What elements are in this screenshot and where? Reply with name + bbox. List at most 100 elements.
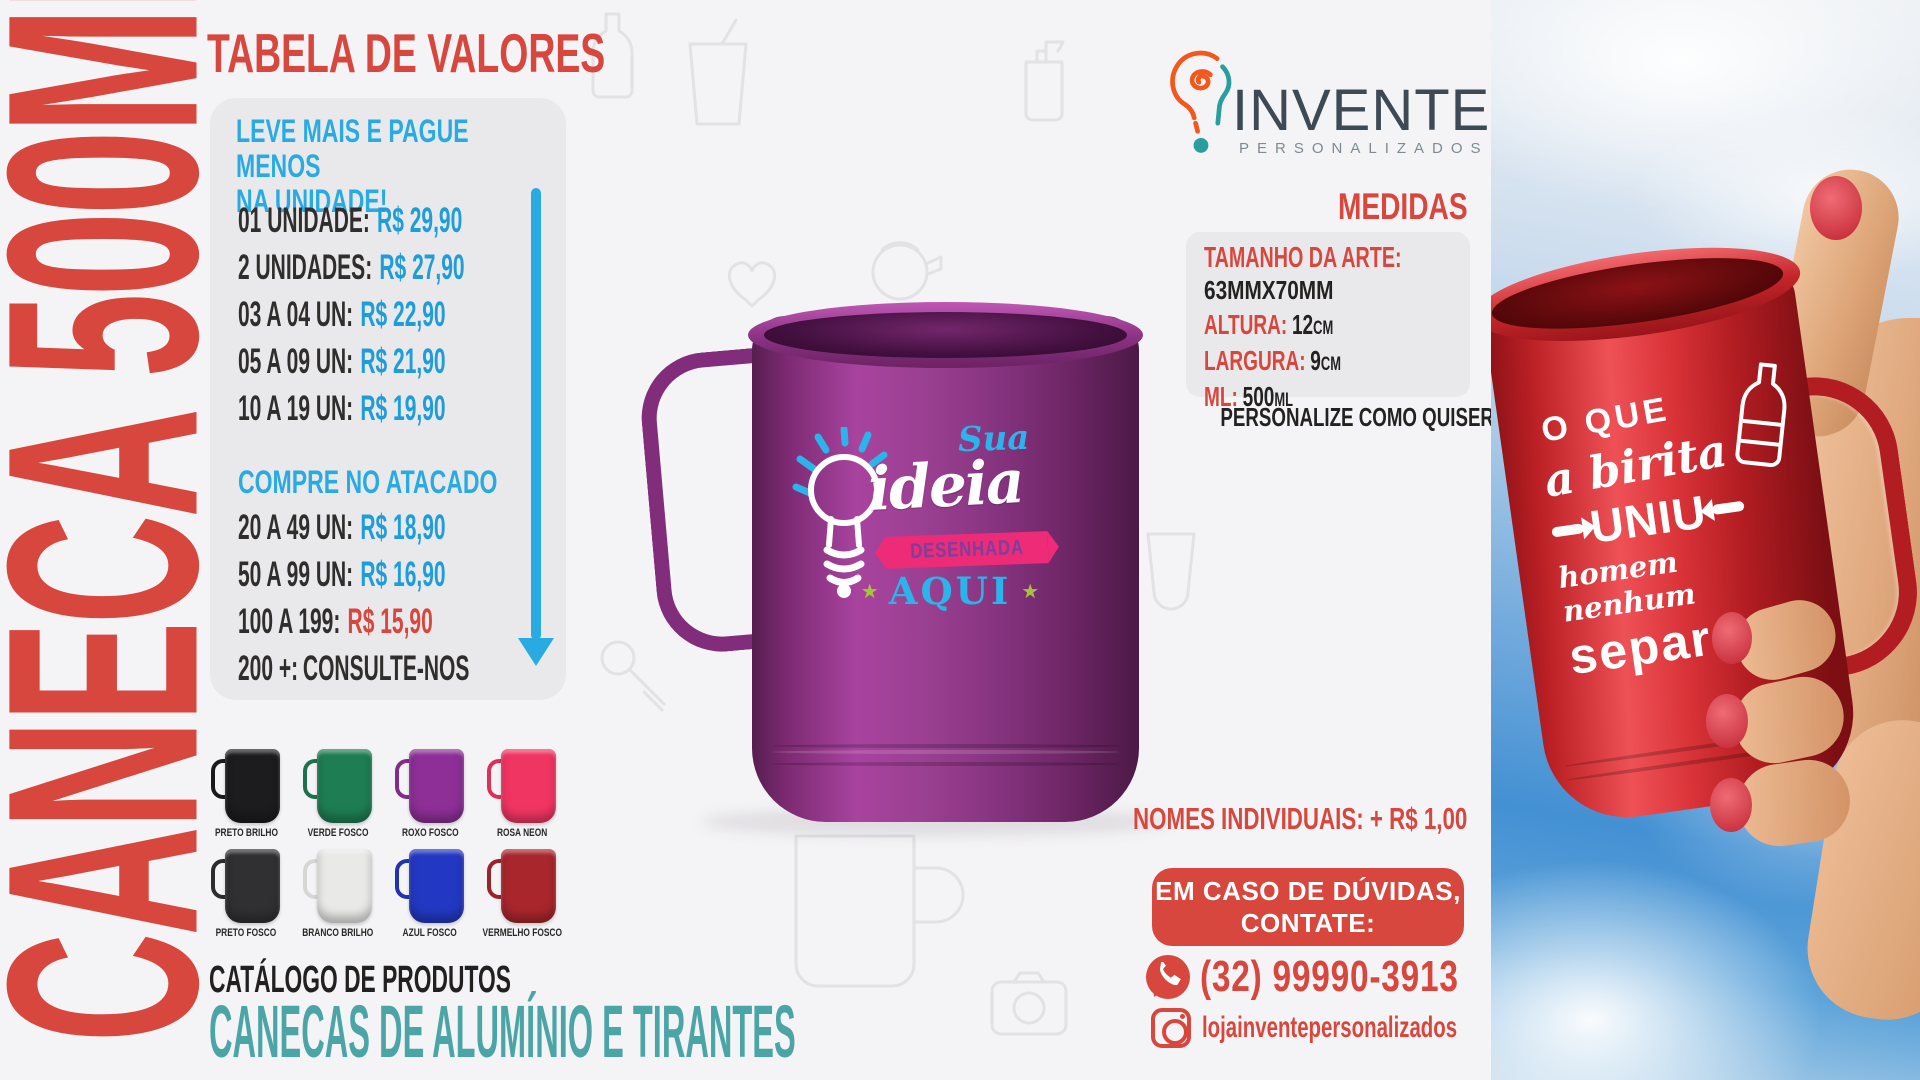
measure-row: ALTURA: 12CM	[1204, 311, 1452, 339]
measure-unit: ML	[1274, 390, 1294, 411]
price-row-value: R$ 29,90	[377, 201, 463, 240]
phone-number[interactable]: (32) 99990-3913	[1200, 952, 1459, 1001]
glass-doodle-icon	[1146, 532, 1196, 611]
price-row: 05 A 09 UN: R$ 21,90	[238, 344, 446, 379]
swatch-label: VERMELHO FOSCO	[482, 927, 562, 939]
price-row: 100 A 199: R$ 15,90	[238, 604, 433, 639]
art-ribbon: DESENHADA	[885, 531, 1049, 569]
swatch-label: BRANCO BRILHO	[302, 927, 374, 939]
price-row-label: 100 A 199:	[238, 602, 341, 641]
swatch-item: VERMELHO FOSCO	[476, 847, 568, 939]
swatch-item: PRETO BRILHO	[200, 747, 292, 839]
measure-label: LARGURA:	[1204, 345, 1306, 376]
red-mug-art: O QUE a birita UNIU homem nenhum	[1535, 362, 1811, 685]
cup-doodle-icon	[688, 18, 748, 126]
price-row-value: R$ 18,90	[360, 508, 446, 547]
key-doodle-icon	[600, 640, 666, 712]
contact-box: EM CASO DE DÚVIDAS, CONTATE:	[1152, 868, 1464, 946]
brand-name: INVENTE	[1232, 78, 1491, 143]
price-row-label: 05 A 09 UN:	[238, 342, 354, 381]
purple-mug-body	[752, 316, 1139, 822]
mug-ridge	[772, 750, 1120, 754]
color-swatch-grid: PRETO BRILHO VERDE FOSCO ROXO FOSCO ROSA…	[200, 747, 572, 939]
swatch-item: BRANCO BRILHO	[292, 847, 384, 939]
finger-nail	[1712, 612, 1752, 664]
price-panel: LEVE MAIS E PAGUE MENOS NA UNIDADE! 01 U…	[210, 98, 566, 700]
instagram-icon[interactable]	[1151, 1008, 1191, 1048]
swatch-label: ROXO FOSCO	[401, 827, 459, 839]
heart-doodle-icon	[727, 261, 777, 308]
mug-thumbnail	[486, 747, 558, 825]
price-row-value: R$ 19,90	[360, 389, 446, 428]
brand-subtitle: PERSONALIZADOS	[1239, 140, 1489, 157]
swatch-label: PRETO FOSCO	[215, 927, 277, 939]
vertical-product-banner: CANECA 500ML	[0, 0, 255, 1080]
whatsapp-icon[interactable]	[1146, 955, 1190, 999]
mug-thumbnail	[394, 747, 466, 825]
arrow-left-icon	[1712, 500, 1746, 515]
price-row: 200 +: CONSULTE-NOS	[238, 651, 469, 686]
price-row: 20 A 49 UN: R$ 18,90	[238, 510, 446, 545]
price-row: 2 UNIDADES: R$ 27,90	[238, 250, 465, 285]
swatch-item: VERDE FOSCO	[292, 747, 384, 839]
measure-value: 500	[1242, 381, 1275, 412]
arrow-right-icon	[1551, 523, 1585, 538]
swatch-label: AZUL FOSCO	[402, 927, 458, 939]
instagram-handle[interactable]: lojainventepersonalizados	[1202, 1011, 1458, 1044]
swatch-label: ROSA NEON	[496, 827, 548, 839]
price-row-label: 2 UNIDADES:	[238, 248, 373, 287]
personalize-note: PERSONALIZE COMO QUISER!	[1220, 402, 1501, 432]
swatch-item: PRETO FOSCO	[200, 847, 292, 939]
mug-thumbnail	[394, 847, 466, 925]
measure-label: ALTURA:	[1204, 309, 1288, 340]
art-word-bottom: AQUI	[888, 569, 1012, 613]
whatsapp-row[interactable]: (32) 99990-3913	[1146, 952, 1540, 1002]
instagram-row[interactable]: lojainventepersonalizados	[1151, 1006, 1577, 1050]
price-row-value: R$ 15,90	[347, 602, 433, 641]
mug-ridge	[772, 762, 1120, 766]
price-row-label: 03 A 04 UN:	[238, 295, 354, 334]
purple-mug-rim-inner	[764, 312, 1127, 358]
swatch-item: ROSA NEON	[476, 747, 568, 839]
finger-nail	[1710, 778, 1752, 832]
red-mug-body: O QUE a birita UNIU homem nenhum	[1491, 267, 1865, 829]
mug-thumbnail	[486, 847, 558, 925]
price-row-value: R$ 21,90	[360, 342, 446, 381]
measure-value: 9	[1310, 345, 1321, 376]
measure-label: ML:	[1204, 381, 1238, 412]
mug-thumbnail	[210, 747, 282, 825]
star-icon: ★	[1021, 580, 1040, 603]
price-row: 50 A 99 UN: R$ 16,90	[238, 557, 446, 592]
measure-unit: CM	[1320, 354, 1341, 375]
price-row-label: 50 A 99 UN:	[238, 555, 354, 594]
measure-row: LARGURA: 9CM	[1204, 347, 1452, 375]
art-ribbon-text: DESENHADA	[909, 536, 1025, 563]
bottle-doodle-icon	[591, 12, 634, 99]
measures-title: MEDIDAS	[1338, 186, 1468, 227]
lightbulb-icon	[792, 427, 888, 598]
bottle-icon	[1735, 362, 1787, 467]
swatch-label: VERDE FOSCO	[307, 827, 369, 839]
spray-bottle-doodle-icon	[1024, 40, 1065, 122]
measures-box: TAMANHO DA ARTE: 63MMX70MM ALTURA: 12CM L…	[1186, 232, 1470, 411]
mug-thumbnail	[302, 847, 374, 925]
price-table-title: TABELA DE VALORES	[207, 22, 606, 84]
arrow-down-icon	[518, 188, 554, 666]
star-icon: ★	[860, 580, 879, 603]
price-row-value: R$ 27,90	[379, 248, 465, 287]
individual-names-note: NOMES INDIVIDUAIS: + R$ 1,00	[1133, 801, 1468, 836]
catalog-subtitle: CANECAS DE ALUMÍNIO E TIRANTES	[209, 990, 796, 1073]
mug-thumbnail	[210, 847, 282, 925]
art-bottom-row: ★ AQUI ★	[855, 573, 1045, 610]
price-row-value: R$ 16,90	[360, 555, 446, 594]
art-size-label: TAMANHO DA ARTE:	[1204, 242, 1402, 274]
mug-doodle-icon	[794, 834, 965, 988]
swatch-label: PRETO BRILHO	[214, 827, 278, 839]
price-row-label: 01 UNIDADE:	[238, 201, 370, 240]
price-row-label: 200 +:	[238, 649, 299, 688]
swatch-item: AZUL FOSCO	[384, 847, 476, 939]
price-row: 10 A 19 UN: R$ 19,90	[238, 391, 446, 426]
price-row-value: CONSULTE-NOS	[302, 649, 470, 688]
measure-unit: CM	[1313, 318, 1334, 339]
